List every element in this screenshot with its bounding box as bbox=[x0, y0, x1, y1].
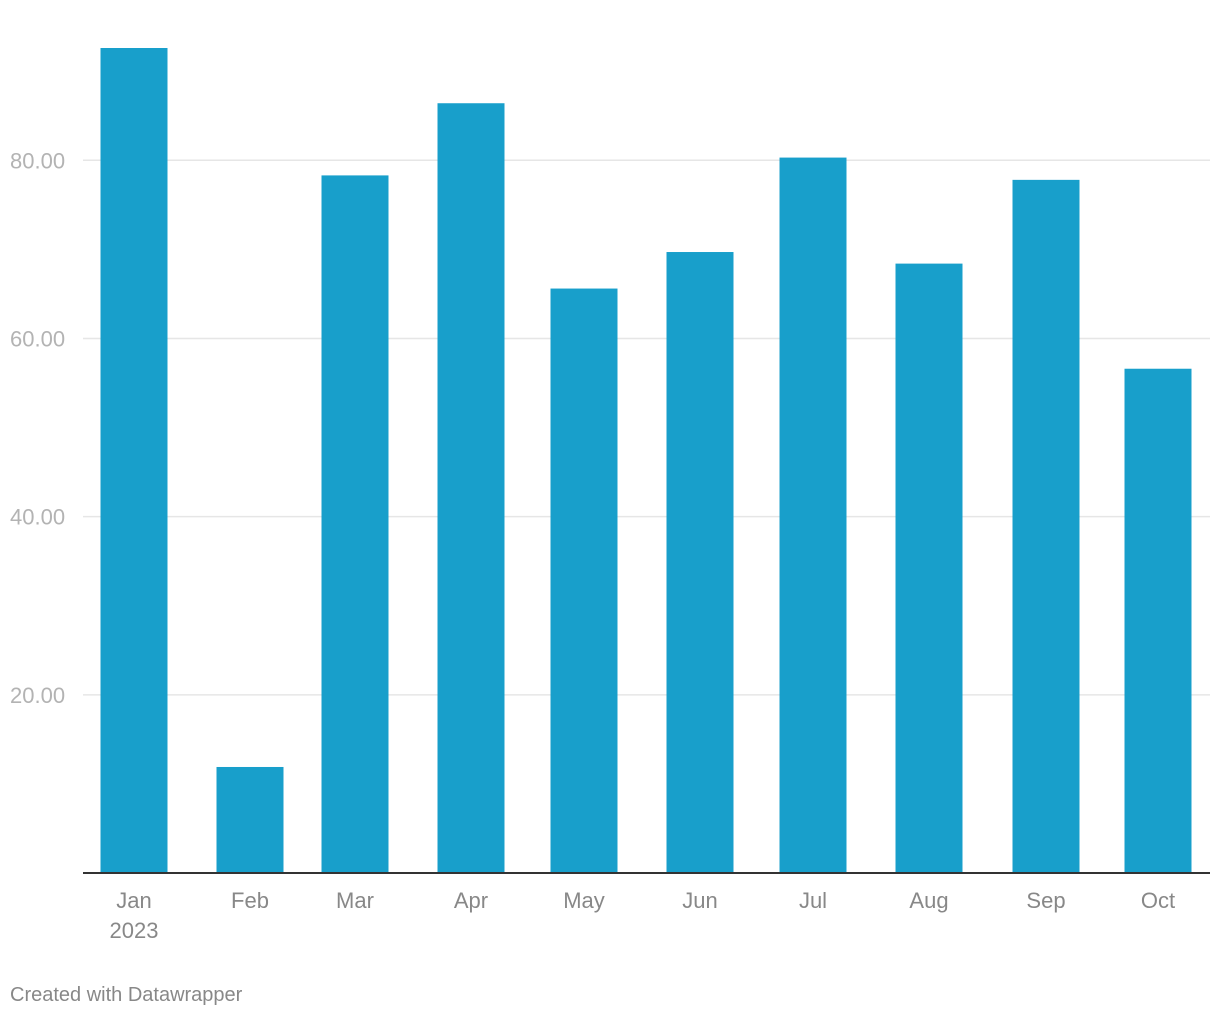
y-tick-label: 20.00 bbox=[10, 683, 65, 708]
bar-aug bbox=[895, 263, 963, 874]
bar-jun bbox=[666, 252, 734, 873]
y-tick-label: 40.00 bbox=[10, 505, 65, 530]
x-tick-sublabel-year: 2023 bbox=[110, 918, 159, 943]
x-tick-label-jul: Jul bbox=[799, 888, 827, 913]
x-tick-label-jan: Jan bbox=[116, 888, 151, 913]
x-tick-label-oct: Oct bbox=[1141, 888, 1175, 913]
x-tick-label-jun: Jun bbox=[682, 888, 717, 913]
x-tick-label-aug: Aug bbox=[909, 888, 948, 913]
bar-mar bbox=[321, 175, 389, 873]
bar-chart: 20.00 40.00 60.00 80.00 Jan 2023 Feb Mar Apr May… bbox=[10, 48, 1210, 943]
bar-feb bbox=[216, 766, 284, 873]
x-tick-label-mar: Mar bbox=[336, 888, 374, 913]
x-tick-label-apr: Apr bbox=[454, 888, 488, 913]
x-tick-label-may: May bbox=[563, 888, 605, 913]
y-tick-label: 60.00 bbox=[10, 326, 65, 351]
y-axis-tick-labels: 20.00 40.00 60.00 80.00 bbox=[10, 148, 65, 708]
bar-jan bbox=[100, 48, 168, 873]
x-tick-label-sep: Sep bbox=[1026, 888, 1065, 913]
x-axis-tick-labels: Jan 2023 Feb Mar Apr May Jun Jul Aug Sep Oct bbox=[110, 888, 1176, 943]
bar-may bbox=[550, 288, 618, 873]
x-tick-label-feb: Feb bbox=[231, 888, 269, 913]
bar-oct bbox=[1124, 368, 1192, 873]
bar-apr bbox=[437, 103, 505, 874]
bar-sep bbox=[1012, 179, 1080, 874]
bars bbox=[100, 48, 1192, 874]
bar-jul bbox=[779, 157, 847, 873]
y-tick-label: 80.00 bbox=[10, 148, 65, 173]
credit-text: Created with Datawrapper bbox=[10, 984, 243, 1006]
